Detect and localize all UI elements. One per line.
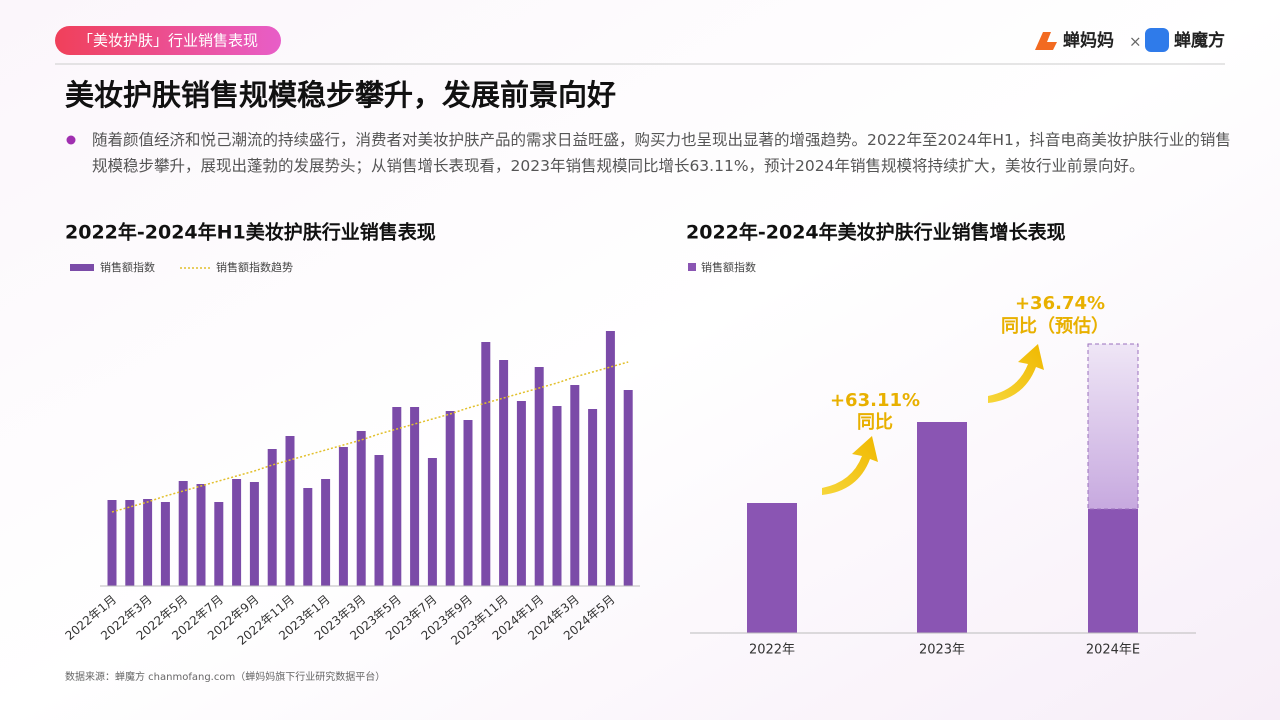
trend-line: [111, 361, 629, 513]
bar: [249, 482, 259, 586]
bar: [588, 409, 598, 586]
growth-arrow: [822, 436, 878, 495]
bar: [1088, 509, 1138, 633]
bar: [321, 479, 331, 586]
legend-label: 销售额指数: [701, 260, 756, 274]
chart1-title: 2022年-2024年H1美妆护肤行业销售表现: [65, 221, 436, 244]
bar: [427, 458, 437, 586]
legend-swatch: [70, 264, 94, 271]
bar: [917, 422, 967, 633]
bullet-text: 随着颜值经济和悦己潮流的持续盛行，消费者对美妆护肤产品的需求日益旺盛，购买力也呈…: [92, 131, 1231, 175]
bar: [392, 407, 402, 586]
bar: [303, 488, 313, 586]
bar: [214, 502, 224, 586]
bar: [623, 390, 633, 586]
bar: [410, 407, 420, 586]
chart2-title: 2022年-2024年美妆护肤行业销售增长表现: [686, 221, 1066, 244]
bar: [481, 342, 491, 586]
bar: [374, 455, 384, 586]
estimate-bar: [1087, 343, 1139, 510]
brand1: 蝉妈妈: [1063, 30, 1114, 51]
brand1-logo: [1035, 32, 1057, 50]
bar: [285, 436, 295, 586]
legend-swatch: [688, 263, 696, 271]
bar: [267, 449, 277, 586]
annotation-value: +36.74%: [1015, 293, 1105, 314]
bar: [552, 406, 562, 586]
bar: [445, 411, 455, 586]
section-tag-text: 「美妆护肤」行业销售表现: [78, 32, 258, 50]
times: ×: [1129, 33, 1142, 51]
bar: [570, 385, 580, 586]
bullet-box: 随着颜值经济和悦己潮流的持续盛行，消费者对美妆护肤产品的需求日益旺盛，购买力也呈…: [92, 131, 1231, 175]
bar: [499, 360, 509, 586]
bar: [178, 481, 188, 586]
slide-title: 美妆护肤销售规模稳步攀升，发展前景向好: [65, 78, 616, 112]
bar: [107, 500, 117, 586]
brand2: 蝉魔方: [1174, 30, 1225, 51]
bar: [196, 484, 206, 586]
source: 数据来源：蝉魔方 chanmofang.com（蝉妈妈旗下行业研究数据平台）: [65, 670, 385, 683]
bar: [160, 502, 170, 586]
annotation-value: +63.11%: [830, 390, 920, 411]
x-tick-label: 2023年: [919, 643, 965, 658]
bar: [232, 479, 242, 586]
annotation-label: 同比（预估）: [1001, 315, 1109, 337]
x-tick-label: 2022年: [749, 643, 795, 658]
bar: [516, 401, 526, 586]
bullet-dot: [66, 135, 76, 145]
bar: [534, 367, 544, 586]
legend-label: 销售额指数趋势: [216, 260, 293, 274]
bar: [125, 500, 135, 586]
legend-label: 销售额指数: [100, 260, 155, 274]
bar: [356, 431, 366, 586]
bar: [143, 499, 153, 586]
annotation-label: 同比: [857, 412, 893, 433]
bar: [338, 447, 348, 586]
section-tag: [55, 26, 281, 55]
bar: [463, 420, 473, 586]
bar: [605, 331, 615, 586]
bar: [747, 503, 797, 633]
growth-arrow: [988, 344, 1044, 403]
x-tick-label: 2024年E: [1086, 643, 1140, 658]
brand2-logo: [1145, 28, 1169, 52]
